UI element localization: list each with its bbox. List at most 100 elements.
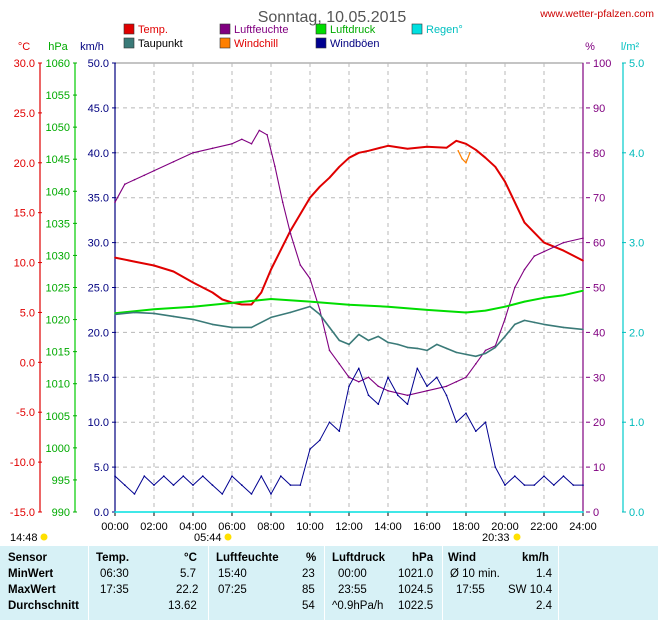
data-point xyxy=(231,302,233,304)
data-point xyxy=(523,268,526,271)
data-point xyxy=(319,185,321,188)
data-point xyxy=(270,493,272,495)
data-point xyxy=(387,390,389,392)
data-point xyxy=(397,343,399,346)
time-tick-label: 24:00 xyxy=(569,521,597,533)
data-point xyxy=(582,289,584,292)
data-point xyxy=(348,385,350,388)
min-wind-value: 1.4 xyxy=(536,568,552,580)
data-point xyxy=(319,309,321,311)
pressure-tick-label: 1040 xyxy=(46,186,70,198)
chart-title: Sonntag, 10.05.2015 xyxy=(258,9,407,26)
avg-wind-value: 2.4 xyxy=(536,600,552,612)
humidity-tick-label: 0 xyxy=(593,507,599,519)
data-point xyxy=(533,484,536,486)
header-temp-unit: °C xyxy=(184,552,197,564)
data-point xyxy=(582,484,584,486)
data-point xyxy=(338,430,341,433)
pressure-tick-label: 995 xyxy=(52,475,70,487)
data-point xyxy=(533,255,536,257)
data-point xyxy=(582,328,584,331)
pressure-tick-label: 1025 xyxy=(46,283,70,295)
data-point xyxy=(455,140,458,142)
data-point xyxy=(562,475,565,477)
data-point xyxy=(153,308,155,311)
temp-tick-label: -15.0 xyxy=(10,507,35,519)
data-point xyxy=(543,475,545,477)
wind-tick-label: 0.0 xyxy=(94,507,109,519)
data-point xyxy=(299,264,302,266)
time-tick-label: 00:00 xyxy=(101,521,129,533)
sun-icon xyxy=(40,533,48,541)
data-point xyxy=(358,367,360,370)
min-humidity-time: 15:40 xyxy=(218,568,247,580)
data-point xyxy=(387,305,389,308)
humidity-tick-label: 30 xyxy=(593,372,605,384)
data-point xyxy=(377,385,380,388)
max-wind-value: SW 10.4 xyxy=(508,584,553,596)
stats-header-row: Sensor Temp. °C Luftfeuchte % Luftdruck … xyxy=(0,552,658,568)
data-point xyxy=(274,165,276,168)
data-point xyxy=(270,298,272,300)
data-point xyxy=(348,157,350,159)
temp-tick-label: -10.0 xyxy=(10,457,35,469)
data-point xyxy=(192,484,194,486)
data-point xyxy=(358,333,360,336)
data-point xyxy=(387,341,389,344)
pressure-tick-label: 1060 xyxy=(46,58,70,70)
humidity-tick-label: 10 xyxy=(593,462,605,474)
data-point xyxy=(455,381,458,383)
pressure-tick-label: 1035 xyxy=(46,218,70,230)
temp-tick-label: 5.0 xyxy=(20,307,35,319)
data-point xyxy=(250,493,253,495)
data-point xyxy=(504,335,506,338)
data-point xyxy=(367,394,370,397)
time-tick-label: 04:00 xyxy=(179,521,207,533)
legend-label: Regen° xyxy=(426,24,463,36)
pressure-tick-label: 1000 xyxy=(46,443,70,455)
legend-label: Windböen xyxy=(330,38,380,50)
max-humidity-value: 85 xyxy=(302,584,315,596)
plot-area xyxy=(114,62,584,513)
data-point xyxy=(562,326,565,329)
data-point xyxy=(523,319,526,322)
header-temp: Temp. xyxy=(96,552,130,564)
data-point xyxy=(309,196,311,199)
site-url[interactable]: www.wetter-pfalzen.com xyxy=(539,8,654,20)
series-line-luftdruck xyxy=(114,289,584,315)
rain-tick-label: 1.0 xyxy=(629,417,644,429)
data-point xyxy=(266,134,268,136)
data-point xyxy=(494,346,497,349)
data-point xyxy=(260,291,263,294)
data-point xyxy=(348,304,350,306)
sunset-sun-icon xyxy=(513,533,521,541)
min-wind-label: Ø 10 min. xyxy=(450,568,500,580)
data-point xyxy=(523,221,526,224)
data-point xyxy=(367,376,370,379)
min-humidity-value: 23 xyxy=(302,568,315,580)
time-tick-label: 20:00 xyxy=(491,521,519,533)
data-point xyxy=(143,475,146,477)
pressure-unit-label: hPa xyxy=(48,41,68,53)
data-point xyxy=(445,347,448,350)
data-point xyxy=(514,286,516,289)
data-point xyxy=(114,256,116,259)
data-point xyxy=(465,311,467,314)
data-point xyxy=(338,339,341,342)
column-divider xyxy=(88,546,89,620)
data-point xyxy=(445,394,448,397)
wind-tick-label: 15.0 xyxy=(88,372,109,384)
header-pressure-unit: hPa xyxy=(412,552,434,564)
data-point xyxy=(367,150,370,152)
data-point xyxy=(426,349,428,352)
data-point xyxy=(457,150,460,152)
temp-tick-label: -5.0 xyxy=(16,407,35,419)
data-point xyxy=(465,162,467,164)
data-point xyxy=(504,484,506,486)
data-point xyxy=(426,146,428,148)
data-point xyxy=(309,277,311,280)
data-point xyxy=(475,363,477,365)
min-pressure-time: 00:00 xyxy=(338,568,367,580)
data-point xyxy=(484,309,487,312)
data-point xyxy=(543,323,545,326)
